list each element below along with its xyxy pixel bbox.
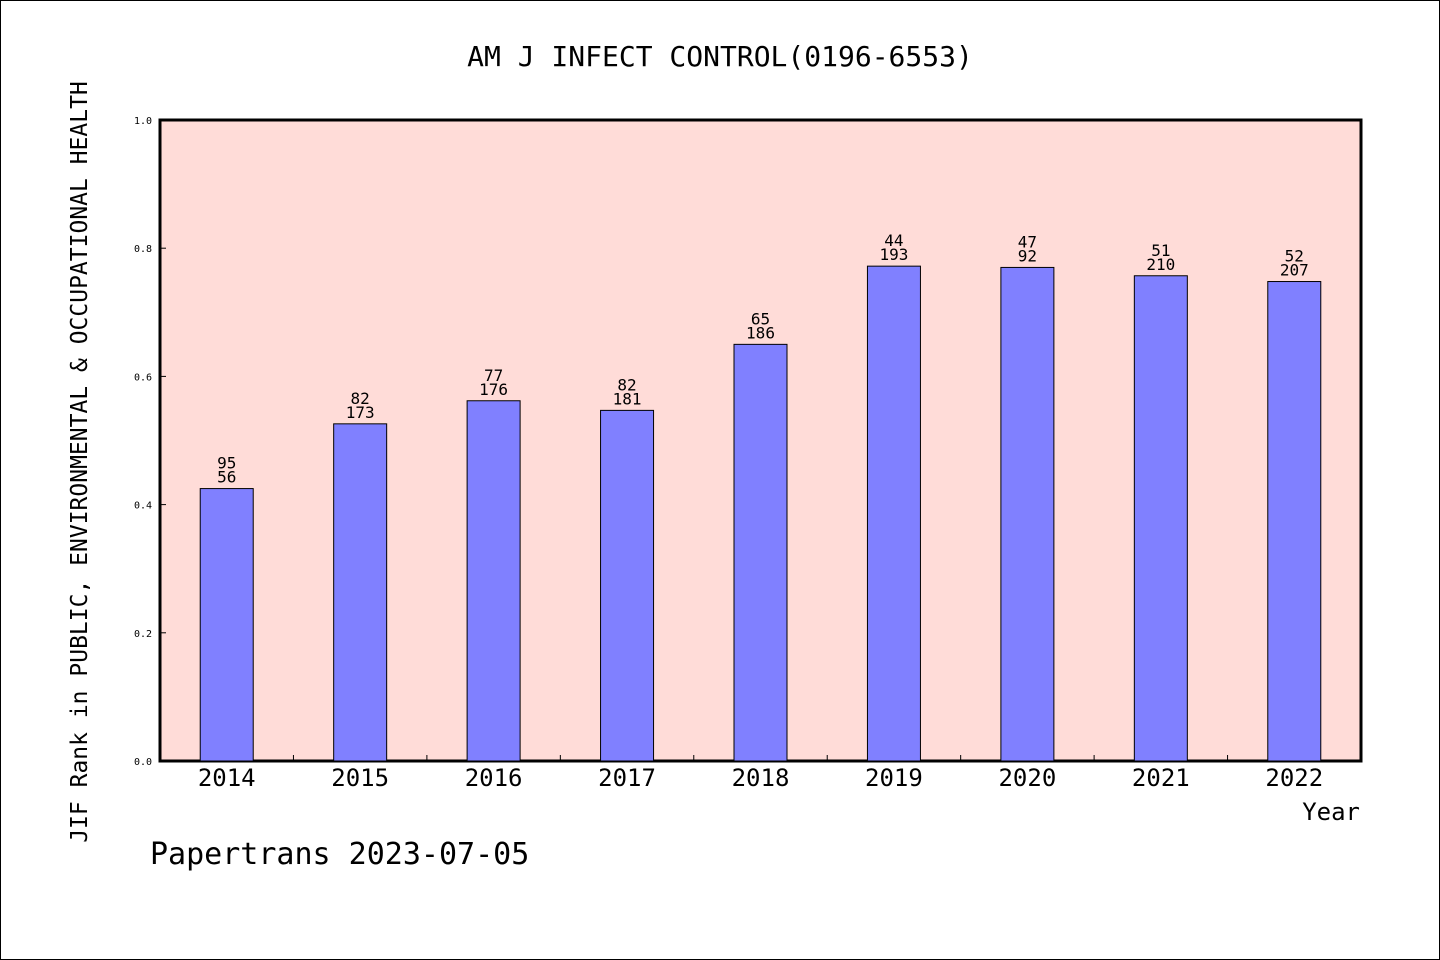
bar-total-label: 176 [479,380,508,399]
bar-2019 [866,265,921,762]
bar-series [199,265,1322,762]
x-tick-label: 2015 [331,764,389,792]
bar-rank-label: 77 [484,366,503,385]
bar-rank-label: 95 [217,454,236,473]
bar-2022 [1267,281,1322,762]
x-tick-label: 2017 [598,764,656,792]
x-tick-label: 2021 [1132,764,1190,792]
x-tick-label: 2016 [465,764,523,792]
y-tick-label: 0.8 [134,244,152,255]
chart-title: AM J INFECT CONTROL(0196-6553) [467,40,973,73]
bar-2015 [333,423,388,762]
bar-total-label: 186 [746,323,775,342]
x-tick-label: 2018 [732,764,790,792]
x-tick-label: 2022 [1265,764,1323,792]
bar-2016 [466,400,521,762]
bar-total-label: 207 [1280,261,1309,280]
bar-total-label: 173 [346,403,375,422]
bar-2017 [600,409,655,762]
y-tick-label: 1.0 [134,116,152,127]
y-axis-label: JIF Rank in PUBLIC, ENVIRONMENTAL & OCCU… [67,81,93,843]
y-tick-label: 0.6 [134,372,152,383]
y-tick-label: 0.2 [134,629,152,640]
bar-rank-label: 82 [617,375,636,394]
bar-total-label: 210 [1146,255,1175,274]
x-axis: 2014 2015 2016 2017 2018 2019 2020 2021 2022 [198,755,1323,792]
bar-rank-label: 65 [751,309,770,328]
bar-rank-label: 44 [884,231,903,250]
bar-total-label: 56 [217,468,236,487]
bar-2014 [199,488,254,762]
x-tick-label: 2020 [998,764,1056,792]
bar-rank-label: 82 [351,389,370,408]
bar-2018 [733,343,788,762]
bar-total-label: 181 [613,389,642,408]
x-axis-label: Year [1302,798,1360,826]
y-tick-label: 0.0 [134,757,152,768]
x-tick-label: 2014 [198,764,256,792]
y-axis: 0.0 0.2 0.4 0.6 0.8 1.0 [134,116,166,768]
bar-rank-label: 51 [1151,241,1170,260]
bar-total-label: 193 [879,245,908,264]
x-tick-label: 2019 [865,764,923,792]
footer-credit: Papertrans 2023-07-05 [150,837,529,872]
bar-rank-label: 47 [1018,232,1037,251]
bar-rank-label: 52 [1285,247,1304,266]
bar-2020 [1000,266,1055,762]
bar-2021 [1133,275,1188,762]
bar-total-label: 92 [1018,246,1037,265]
y-tick-label: 0.4 [134,501,152,512]
